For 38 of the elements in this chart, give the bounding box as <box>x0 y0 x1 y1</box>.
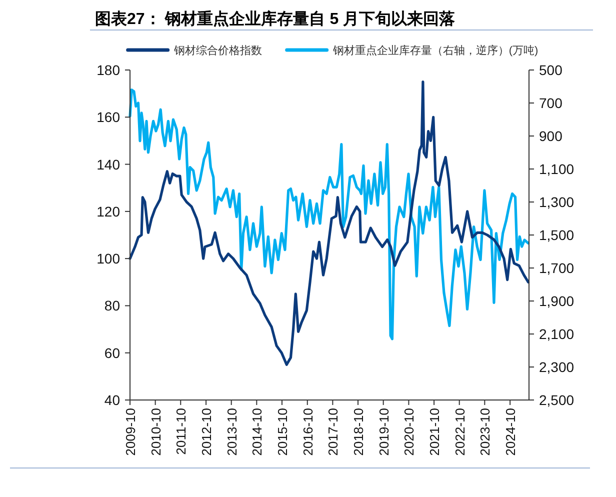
x-tick-label: 2013-10 <box>224 408 240 456</box>
x-tick-label: 2023-10 <box>478 408 493 456</box>
y-tick-label: 140 <box>96 156 120 172</box>
y2-tick-label: 1,900 <box>539 293 574 309</box>
y-tick-label: 40 <box>104 392 120 408</box>
chart-title: 图表27： 钢材重点企业库存量自 5 月下旬以来回落 <box>95 10 456 28</box>
x-tick-label: 2022-10 <box>452 408 468 456</box>
y2-tick-label: 2,500 <box>539 392 574 408</box>
y-tick-label: 60 <box>104 344 120 361</box>
x-tick-label: 2017-10 <box>326 408 341 456</box>
x-tick-label: 2020-10 <box>402 408 417 456</box>
x-tick-label: 2012-10 <box>199 408 214 456</box>
y-tick-label: 80 <box>104 298 120 314</box>
y2-tick-label: 1,700 <box>539 260 574 276</box>
y-tick-label: 160 <box>96 109 120 126</box>
y2-tick-label: 700 <box>539 95 563 111</box>
y-tick-label: 120 <box>96 203 120 220</box>
x-tick-label: 2021-10 <box>427 408 442 456</box>
y2-tick-label: 500 <box>539 62 563 78</box>
x-tick-label: 2016-10 <box>300 408 316 456</box>
y2-tick-label: 900 <box>539 128 563 144</box>
legend-label: 钢材重点企业库存量（右轴，逆序）(万吨) <box>332 44 538 57</box>
y2-tick-label: 2,300 <box>539 359 574 375</box>
y2-tick-label: 1,500 <box>539 227 574 243</box>
y-tick-label: 100 <box>96 250 120 267</box>
x-tick-label: 2018-10 <box>351 408 366 456</box>
x-tick-label: 2014-10 <box>250 408 265 456</box>
y2-tick-label: 2,100 <box>539 326 574 342</box>
x-tick-label: 2024-10 <box>503 408 518 456</box>
x-tick-label: 2019-10 <box>376 408 392 456</box>
x-tick-label: 2010-10 <box>148 408 164 456</box>
y2-tick-label: 1,100 <box>539 161 574 177</box>
legend-label: 钢材综合价格指数 <box>172 44 262 57</box>
x-tick-label: 2011-10 <box>174 408 189 455</box>
y2-tick-label: 1,300 <box>539 194 574 210</box>
x-tick-label: 2009-10 <box>123 408 138 456</box>
y-tick-label: 180 <box>96 62 120 78</box>
x-tick-label: 2015-10 <box>274 408 290 456</box>
